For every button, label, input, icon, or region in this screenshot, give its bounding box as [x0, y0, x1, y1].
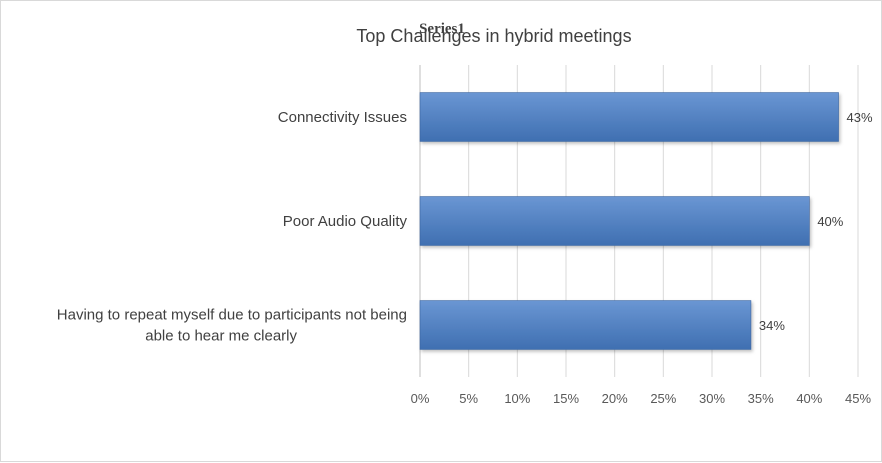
x-tick-label: 30% [699, 391, 725, 406]
data-label: 34% [759, 318, 785, 333]
x-tick-label: 35% [748, 391, 774, 406]
category-label-line: Poor Audio Quality [283, 213, 408, 230]
series-name-overlay: Series1 [419, 21, 465, 37]
x-tick-label: 45% [845, 391, 871, 406]
category-label-line: Connectivity Issues [278, 109, 407, 126]
data-label: 43% [847, 110, 873, 125]
category-label-line: able to hear me clearly [145, 328, 297, 345]
category-label: Poor Audio Quality [283, 213, 408, 230]
x-tick-label: 5% [459, 391, 478, 406]
x-tick-label: 20% [602, 391, 628, 406]
x-tick-label: 10% [504, 391, 530, 406]
category-label-line: Having to repeat myself due to participa… [57, 307, 407, 324]
chart-title: Top Challenges in hybrid meetings [356, 26, 631, 46]
x-tick-label: 0% [411, 391, 430, 406]
labels: 43% Connectivity Issues 40% Poor Audio Qual… [57, 109, 873, 345]
x-tick-label: 40% [796, 391, 822, 406]
x-tick-label: 25% [650, 391, 676, 406]
x-tick-label: 15% [553, 391, 579, 406]
data-label: 40% [817, 214, 843, 229]
bar [419, 196, 810, 246]
bars [419, 92, 839, 350]
category-label: Connectivity Issues [278, 109, 407, 126]
category-label: Having to repeat myself due to participa… [57, 307, 407, 345]
bar [419, 92, 839, 142]
bar [419, 300, 752, 350]
